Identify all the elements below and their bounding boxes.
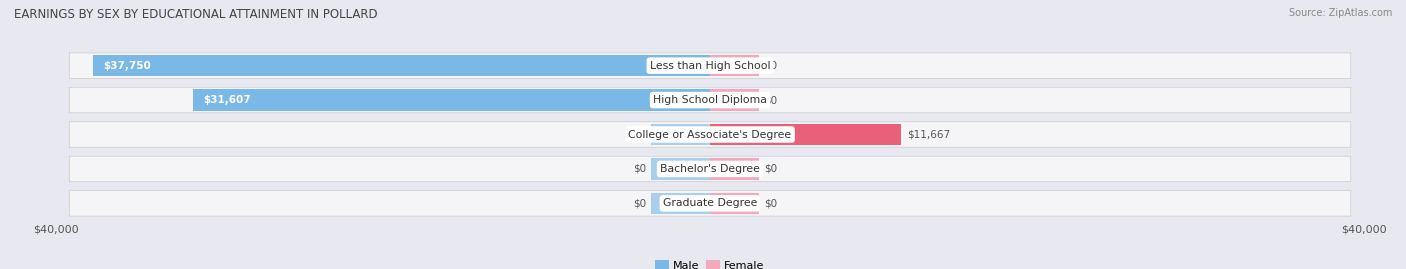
Text: $37,750: $37,750 — [103, 61, 150, 71]
Bar — [710, 124, 901, 145]
Bar — [710, 55, 759, 76]
FancyBboxPatch shape — [69, 156, 1351, 182]
Bar — [651, 124, 710, 145]
Text: Graduate Degree: Graduate Degree — [662, 198, 758, 208]
Bar — [93, 55, 710, 76]
Text: $0: $0 — [633, 164, 645, 174]
Bar — [194, 89, 710, 111]
Bar — [651, 158, 710, 180]
Text: $0: $0 — [633, 198, 645, 208]
Text: $0: $0 — [765, 95, 778, 105]
Text: Source: ZipAtlas.com: Source: ZipAtlas.com — [1288, 8, 1392, 18]
Bar — [651, 193, 710, 214]
Text: $11,667: $11,667 — [907, 129, 950, 140]
FancyBboxPatch shape — [69, 122, 1351, 147]
Text: $0: $0 — [765, 164, 778, 174]
Text: Bachelor's Degree: Bachelor's Degree — [659, 164, 761, 174]
Text: EARNINGS BY SEX BY EDUCATIONAL ATTAINMENT IN POLLARD: EARNINGS BY SEX BY EDUCATIONAL ATTAINMEN… — [14, 8, 378, 21]
Text: $0: $0 — [633, 129, 645, 140]
Bar — [710, 89, 759, 111]
Bar — [710, 158, 759, 180]
Text: High School Diploma: High School Diploma — [654, 95, 766, 105]
Text: Less than High School: Less than High School — [650, 61, 770, 71]
Bar — [710, 193, 759, 214]
FancyBboxPatch shape — [69, 53, 1351, 78]
Text: College or Associate's Degree: College or Associate's Degree — [628, 129, 792, 140]
Text: $31,607: $31,607 — [204, 95, 250, 105]
FancyBboxPatch shape — [69, 191, 1351, 216]
FancyBboxPatch shape — [69, 87, 1351, 113]
Text: $0: $0 — [765, 61, 778, 71]
Text: $0: $0 — [765, 198, 778, 208]
Legend: Male, Female: Male, Female — [651, 256, 769, 269]
